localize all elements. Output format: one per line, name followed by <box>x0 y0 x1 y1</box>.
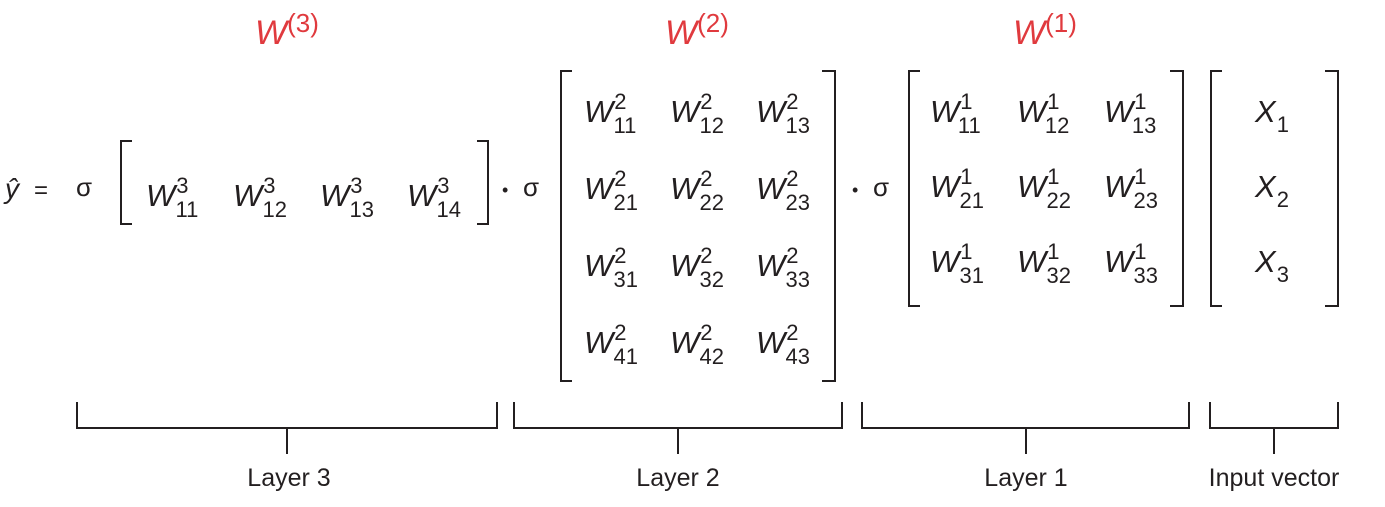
layer2-underbrace <box>513 402 843 454</box>
dot-operator-2: • <box>852 180 858 200</box>
layer1-entry-r2-c3: W1 23 <box>1104 164 1158 213</box>
layer2-entry-r4-c3: W2 43 <box>756 320 810 369</box>
input-right-bracket <box>1325 70 1339 307</box>
layer2-entry-r2-c2: W2 22 <box>670 166 724 215</box>
layer2-entry-r1-c3: W2 13 <box>756 89 810 138</box>
sigma-layer3: σ <box>76 172 92 202</box>
input-left-bracket <box>1210 70 1222 307</box>
equals-sign: = <box>34 177 48 204</box>
label-layer3: Layer 3 <box>247 464 330 492</box>
label-layer1: Layer 1 <box>984 464 1067 492</box>
layer1-entry-r2-c2: W1 22 <box>1017 164 1071 213</box>
layer1-entry-r1-c1: W1 11 <box>930 89 981 138</box>
layer2-entry-r3-c1: W2 31 <box>584 243 638 292</box>
layer1-entry-r1-c2: W1 12 <box>1017 89 1069 138</box>
layer2-entry-r3-c2: W2 32 <box>670 243 724 292</box>
layer1-entry-r1-c3: W1 13 <box>1104 89 1156 138</box>
sigma-layer1: σ <box>873 172 889 202</box>
label-input-vector: Input vector <box>1209 464 1340 492</box>
layer1-underbrace <box>861 402 1190 454</box>
matrix2-left-bracket <box>560 70 572 382</box>
matrix3-right-bracket <box>477 140 489 225</box>
weight-title-w3: W(3) <box>255 8 319 52</box>
layer1-entry-r2-c1: W1 21 <box>930 164 984 213</box>
layer2-entry-r2-c1: W2 21 <box>584 166 638 215</box>
input-entry-r3-c1: X3 <box>1254 244 1289 287</box>
input-underbrace <box>1209 402 1339 454</box>
dot-operator-1: • <box>502 180 508 200</box>
label-layer2: Layer 2 <box>636 464 719 492</box>
layer2-entry-r1-c2: W2 12 <box>670 89 724 138</box>
layer1-entry-r3-c3: W1 33 <box>1104 239 1158 288</box>
y-hat-symbol: ŷ <box>3 173 21 204</box>
layer3-entry-r1-c3: W3 13 <box>320 173 374 222</box>
matrix3-left-bracket <box>120 140 132 225</box>
layer2-entry-r1-c1: W2 11 <box>584 89 636 138</box>
matrix1-left-bracket <box>908 70 920 307</box>
layer1-entry-r3-c2: W1 32 <box>1017 239 1071 288</box>
matrix-entries: W3 11 W3 12 W3 13 W3 14 W2 11 W2 12 W2 13 W2 21 W2 22 W2 23… <box>146 89 1289 369</box>
layer2-entry-r4-c1: W2 41 <box>584 320 638 369</box>
layer2-entry-r4-c2: W2 42 <box>670 320 724 369</box>
weight-title-w1: W(1) <box>1013 8 1077 52</box>
layer3-entry-r1-c1: W3 11 <box>146 173 198 222</box>
layer3-entry-r1-c2: W3 12 <box>233 173 287 222</box>
matrix1-right-bracket <box>1170 70 1184 307</box>
layer1-entry-r3-c1: W1 31 <box>930 239 984 288</box>
input-entry-r1-c1: X1 <box>1254 94 1289 137</box>
input-entry-r2-c1: X2 <box>1254 169 1289 212</box>
layer3-entry-r1-c4: W3 14 <box>407 173 461 222</box>
weight-title-w2: W(2) <box>665 8 729 52</box>
layer3-underbrace <box>76 402 498 454</box>
layer2-entry-r2-c3: W2 23 <box>756 166 810 215</box>
matrix2-right-bracket <box>822 70 836 382</box>
layer2-entry-r3-c3: W2 33 <box>756 243 810 292</box>
sigma-layer2: σ <box>523 172 539 202</box>
